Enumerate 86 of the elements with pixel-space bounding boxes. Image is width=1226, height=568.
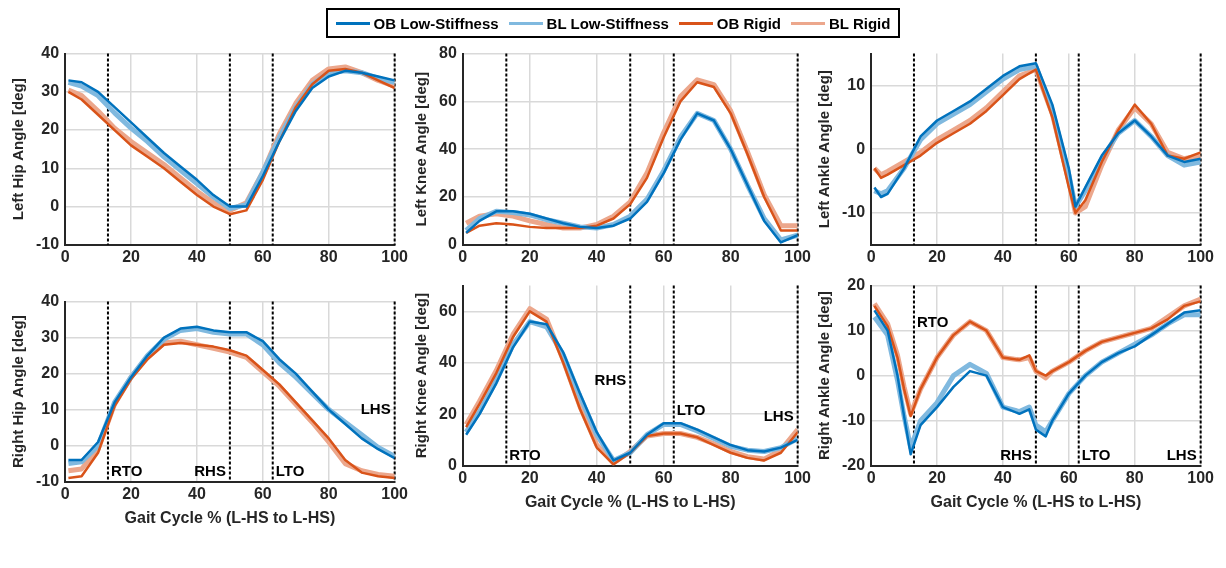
ref-line-label: RHS [594,371,627,389]
x-tick-label: 80 [721,247,740,265]
x-tick-label: 100 [784,247,812,265]
y-tick-label: -10 [842,203,866,221]
x-tick-label: 20 [520,247,539,265]
y-tick-label: 20 [41,120,60,138]
x-tick-label: 40 [188,484,206,502]
y-tick-label: 10 [847,75,866,93]
y-tick-label: 40 [439,139,457,157]
ref-line-label: LTO [1081,446,1111,464]
y-tick-label: -20 [842,456,866,474]
x-tick-label: 60 [654,247,673,265]
y-tick-label: 0 [856,366,866,384]
ref-line-label: RHS [194,462,226,480]
y-tick-label: 80 [439,44,457,62]
y-tick-label: 40 [41,292,60,310]
y-tick-label: 20 [847,276,866,294]
x-tick-label: 0 [458,468,468,486]
y-tick-label: 40 [41,44,60,62]
y-tick-label: 60 [439,91,457,109]
y-tick-label: -10 [842,411,866,429]
y-axis-title: Right Ankle Angle [deg] [815,291,833,461]
y-axis-title: Left Knee Angle [deg] [412,71,430,227]
ref-line-label: RTO [509,446,542,464]
x-tick-label: 60 [654,468,673,486]
x-axis-title: Gait Cycle % (L-HS to L-HS) [524,492,736,510]
ref-line-label: LHS [763,407,794,425]
x-tick-label: 20 [122,247,141,265]
y-tick-label: 20 [439,187,457,205]
x-tick-label: 40 [188,247,206,265]
x-tick-label: 60 [1059,468,1078,486]
y-tick-label: 30 [41,328,60,346]
y-tick-label: 0 [50,436,60,454]
x-tick-label: 100 [1187,247,1215,265]
x-tick-label: 20 [928,468,947,486]
x-axis-title: Gait Cycle % (L-HS to L-HS) [930,492,1142,510]
legend-label: OB Rigid [716,14,782,32]
x-tick-label: 40 [587,468,606,486]
x-tick-label: 80 [1125,247,1144,265]
ref-line-label: RTO [916,312,949,330]
y-tick-label: 10 [41,400,60,418]
y-tick-label: 30 [41,82,60,100]
y-tick-label: 0 [447,456,457,474]
x-tick-label: 60 [1059,247,1078,265]
x-tick-label: 100 [1187,468,1215,486]
y-tick-label: 20 [41,364,60,382]
x-axis-title: Gait Cycle % (L-HS to L-HS) [124,508,336,526]
x-tick-label: 100 [381,247,409,265]
x-tick-label: 20 [122,484,141,502]
y-tick-label: 0 [856,139,866,157]
x-tick-label: 60 [253,247,272,265]
ref-line-label: LTO [275,462,305,480]
ref-line-label: LHS [1166,446,1197,464]
x-tick-label: 20 [520,468,539,486]
y-tick-label: 10 [41,158,60,176]
y-axis-title: Right Knee Angle [deg] [412,292,430,459]
x-tick-label: 80 [721,468,740,486]
x-tick-label: 100 [381,484,409,502]
x-tick-label: 40 [994,468,1012,486]
y-tick-label: 40 [439,353,457,371]
x-tick-label: 80 [1125,468,1144,486]
x-tick-label: 80 [319,247,338,265]
legend-label: BL Low-Stiffness [546,14,669,32]
legend-label: OB Low-Stiffness [373,14,499,32]
y-tick-label: 60 [439,301,457,319]
x-tick-label: 100 [784,468,812,486]
x-tick-label: 40 [994,247,1012,265]
x-tick-label: 40 [587,247,606,265]
ref-line-label: RTO [110,462,143,480]
x-tick-label: 20 [928,247,947,265]
y-tick-label: -10 [36,235,60,253]
x-tick-label: 80 [319,484,338,502]
y-axis-title: Left Hip Angle [deg] [9,78,27,221]
y-tick-label: 0 [447,235,457,253]
ref-line-label: LHS [360,399,391,417]
y-tick-label: 0 [50,196,60,214]
ref-line-label: RHS [1000,446,1032,464]
y-tick-label: 10 [847,321,866,339]
y-tick-label: 20 [439,404,457,422]
legend-label: BL Rigid [829,14,891,32]
x-tick-label: 60 [253,484,272,502]
ref-line-label: LTO [676,400,706,418]
y-tick-label: -10 [36,472,60,490]
x-tick-label: 0 [458,247,468,265]
y-axis-title: Right Hip Angle [deg] [9,315,27,468]
y-axis-title: Left Ankle Angle [deg] [815,70,833,229]
